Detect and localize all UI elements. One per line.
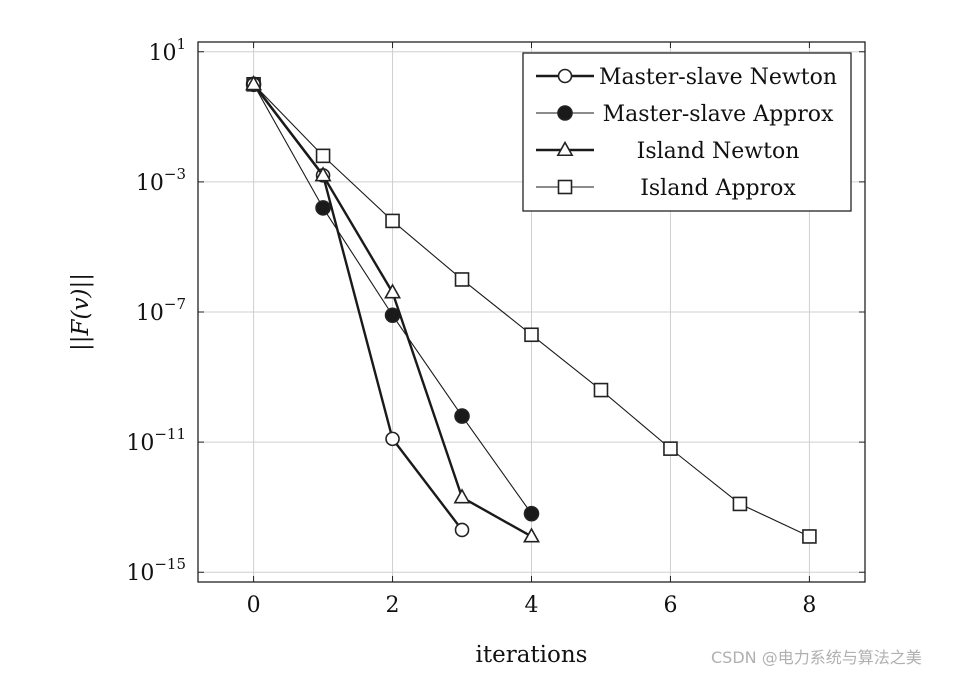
series-0 xyxy=(246,76,470,538)
x-tick-label: 8 xyxy=(802,593,816,618)
data-point-square-open xyxy=(454,272,470,287)
data-point-square-open xyxy=(663,441,678,456)
data-point-circle-open xyxy=(385,431,400,447)
y-tick-label: 10−7 xyxy=(136,295,186,326)
series-2 xyxy=(245,75,540,543)
data-point-triangle-open xyxy=(556,140,574,157)
legend: Master-slave Newton Master-slave Approx Is… xyxy=(522,52,852,212)
data-point-square-open xyxy=(315,148,331,164)
data-point-triangle-open xyxy=(523,527,540,543)
data-point-square-open xyxy=(802,529,817,544)
x-axis-label: iterations xyxy=(476,642,588,668)
x-tick-label: 4 xyxy=(525,593,539,618)
y-tick-label: 10−3 xyxy=(136,165,186,196)
x-tick-label: 0 xyxy=(247,593,261,618)
data-point-square-open xyxy=(385,213,400,229)
data-point-circle-filled xyxy=(523,505,540,522)
legend-label: Master-slave Approx xyxy=(603,102,834,127)
data-point-circle-filled xyxy=(557,105,573,121)
y-tick-label: 10−11 xyxy=(126,425,186,456)
x-tick-label: 2 xyxy=(386,593,400,618)
legend-entry: Master-slave Newton xyxy=(536,65,837,90)
series-line xyxy=(252,83,463,531)
data-point-square-open xyxy=(524,327,539,343)
series-layer xyxy=(245,75,817,544)
legend-label: Island Approx xyxy=(640,176,796,201)
watermark: CSDN @电力系统与算法之美 xyxy=(711,648,922,667)
data-point-triangle-open xyxy=(245,75,263,91)
legend-box xyxy=(522,52,852,212)
data-point-circle-open xyxy=(454,522,470,538)
data-point-circle-filled xyxy=(315,200,331,216)
data-point-circle-filled xyxy=(454,408,470,424)
y-tick-label: 10−15 xyxy=(126,555,186,586)
y-tick-label: 101 xyxy=(148,35,186,66)
legend-label: Island Newton xyxy=(637,139,800,164)
legend-label: Master-slave Newton xyxy=(599,65,837,90)
axis-ticks: 0 2 4 6 8 101 10−3 10−7 10−11 10−15 xyxy=(126,35,865,618)
legend-entry: Island Approx xyxy=(536,176,796,201)
data-point-triangle-open xyxy=(384,283,402,299)
legend-entry: Master-slave Approx xyxy=(536,102,834,127)
data-point-triangle-open xyxy=(314,166,332,182)
data-point-circle-open xyxy=(557,68,573,84)
legend-entry: Island Newton xyxy=(536,139,799,164)
data-point-square-open xyxy=(732,496,748,512)
y-axis-label: ||F(v)|| xyxy=(68,273,94,351)
data-point-square-open xyxy=(593,382,609,398)
data-point-triangle-open xyxy=(453,488,471,504)
data-point-square-open xyxy=(557,179,573,195)
x-tick-label: 6 xyxy=(663,593,677,618)
